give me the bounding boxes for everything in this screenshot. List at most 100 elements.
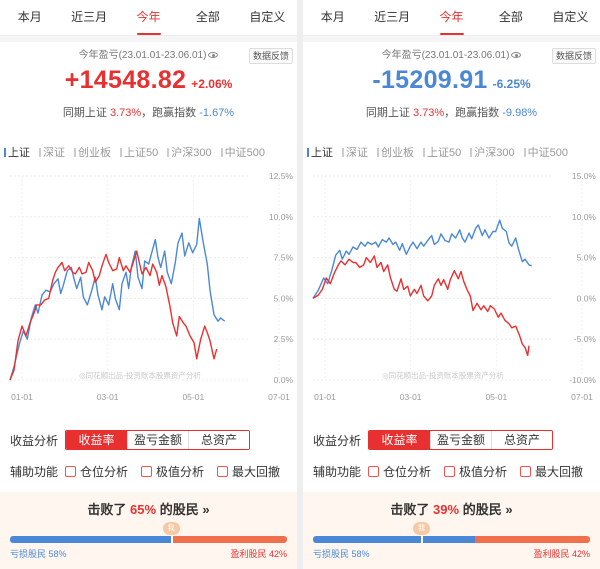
auxiliary-checkbox[interactable]: 最大回撤 [520, 463, 583, 480]
pnl-period-label: 今年盈亏(23.01.01-23.06.01) [303, 49, 600, 63]
return-chart: 0.0% 2.5% 5.0% 7.5% 10.0% 12.5% 01-01 03-01 05-0… [9, 171, 294, 402]
gain-percent: 42% [571, 549, 590, 559]
section-divider [303, 36, 600, 42]
period-tab[interactable]: 本月 [320, 10, 345, 24]
beat-percent: 65% [130, 502, 157, 517]
period-tab[interactable]: 近三月 [71, 10, 108, 24]
index-option[interactable]: 上证 [307, 144, 333, 160]
analysis-option-button[interactable]: 盈亏金额 [430, 431, 491, 449]
period-tab[interactable]: 全部 [195, 10, 220, 24]
gain-label: 盈利股民 [533, 549, 570, 559]
index-option[interactable]: 中证500 [523, 144, 568, 160]
checkbox-icon[interactable] [520, 465, 532, 477]
y-tick-label: 2.5% [274, 334, 294, 344]
eye-icon[interactable] [208, 52, 219, 59]
investor-distribution-bar [313, 536, 590, 543]
return-analysis: 收益分析 收益率 盈亏金额 总资产 [10, 430, 297, 450]
analysis-option-button[interactable]: 总资产 [188, 431, 249, 449]
period-tab[interactable]: 自定义 [249, 10, 286, 24]
beat-suffix: 的股民 [159, 502, 199, 517]
beat-investors-card[interactable]: 击败了 65% 的股民 » 我亏损股民 58% 盈利股民 42% [0, 492, 297, 569]
index-option[interactable]: 沪深300 [167, 144, 212, 160]
index-marker [4, 147, 6, 157]
auxiliary-checkbox[interactable]: 仓位分析 [65, 463, 128, 480]
feedback-button[interactable]: 数据反馈 [248, 48, 293, 64]
section-divider [0, 36, 297, 42]
index-option[interactable]: 上证50 [423, 144, 461, 160]
index-label: 上证 [8, 147, 30, 159]
checkbox-icon[interactable] [217, 465, 229, 477]
beat-prefix: 击败了 [390, 502, 430, 517]
beat-index-percent: -1.67% [199, 107, 235, 119]
index-label: 深证 [43, 147, 65, 159]
chevron-right-icon[interactable]: » [202, 502, 210, 517]
index-line [312, 219, 532, 299]
beat-index-label: 跑赢指数 [455, 107, 500, 119]
index-option[interactable]: 沪深300 [470, 144, 515, 160]
x-tick-label: 03-01 [400, 392, 422, 402]
checkbox-icon[interactable] [444, 465, 456, 477]
index-option[interactable]: 上证50 [120, 144, 158, 160]
gain-percent: 42% [268, 549, 287, 559]
y-tick-label: 10.0% [269, 212, 294, 222]
index-option[interactable]: 创业板 [74, 144, 111, 160]
pnl-percent: -6.25% [492, 77, 531, 91]
feedback-button[interactable]: 数据反馈 [551, 48, 596, 64]
period-tab[interactable]: 本月 [17, 10, 42, 24]
analysis-option-button[interactable]: 收益率 [66, 431, 127, 449]
profit-panel: 本月 近三月 今年 全部 自定义 今年盈亏(23.01.01-23.06.01) 数据反馈 -… [303, 0, 600, 569]
gain-segment [172, 536, 287, 543]
checkbox-label: 极值分析 [156, 464, 205, 479]
pnl-period-label: 今年盈亏(23.01.01-23.06.01) [0, 49, 297, 63]
auxiliary-checkbox[interactable]: 仓位分析 [368, 463, 431, 480]
auxiliary-functions: 辅助功能 仓位分析 极值分析 最大回撤 [313, 463, 600, 479]
index-option[interactable]: 深证 [342, 144, 368, 160]
period-tab[interactable]: 自定义 [552, 10, 589, 24]
auxiliary-checkbox[interactable]: 最大回撤 [217, 463, 280, 480]
y-tick-label: 7.5% [274, 253, 294, 263]
auxiliary-checkbox[interactable]: 极值分析 [444, 463, 507, 480]
period-tab[interactable]: 全部 [498, 10, 523, 24]
return-chart: -10.0% -5.0% 0.0% 5.0% 10.0% 15.0% 01-01 03-01 0… [312, 171, 597, 402]
index-label: 沪深300 [474, 147, 515, 159]
chevron-right-icon[interactable]: » [505, 502, 513, 517]
checkbox-icon[interactable] [368, 465, 379, 477]
index-percent: 3.73% [412, 107, 445, 119]
eye-icon[interactable] [511, 52, 522, 59]
auxiliary-checkbox[interactable]: 极值分析 [141, 463, 204, 480]
analysis-option-button[interactable]: 盈亏金额 [127, 431, 188, 449]
index-label: 中证500 [527, 147, 568, 159]
index-marker [307, 147, 309, 157]
pnl-period-text: 今年盈亏(23.01.01-23.06.01) [78, 50, 207, 61]
x-tick-label: 05-01 [485, 392, 507, 402]
analysis-option-button[interactable]: 总资产 [491, 431, 552, 449]
profit-panel: 本月 近三月 今年 全部 自定义 今年盈亏(23.01.01-23.06.01) 数据反馈 +… [0, 0, 297, 569]
period-tab[interactable]: 近三月 [374, 10, 411, 24]
index-option[interactable]: 深证 [39, 144, 65, 160]
gain-legend: 盈利股民 42% [533, 547, 590, 560]
me-marker: 我 [162, 522, 180, 535]
y-tick-label: 5.0% [577, 253, 597, 263]
index-label: 创业板 [381, 147, 414, 159]
index-option[interactable]: 创业板 [377, 144, 414, 160]
period-tab[interactable]: 今年 [422, 0, 481, 35]
beat-investors-card[interactable]: 击败了 39% 的股民 » 我亏损股民 58% 盈利股民 42% [303, 492, 600, 569]
analysis-option-button[interactable]: 收益率 [369, 431, 430, 449]
index-line [9, 217, 226, 381]
pnl-summary: -15209.91 -6.25% [303, 64, 600, 96]
beat-investors-title: 击败了 39% 的股民 » [303, 501, 600, 519]
index-option[interactable]: 中证500 [220, 144, 265, 160]
index-option[interactable]: 上证 [4, 144, 30, 160]
analysis-label: 收益分析 [10, 433, 59, 448]
gain-legend: 盈利股民 42% [230, 547, 287, 560]
checkbox-icon[interactable] [65, 465, 76, 477]
checkbox-icon[interactable] [141, 465, 153, 477]
index-label: 中证500 [224, 147, 265, 159]
period-tab[interactable]: 今年 [119, 0, 178, 35]
index-marker [167, 147, 170, 157]
chart-watermark: ◎同花顺出品-投资账本股票资产分析 [79, 370, 201, 380]
checkbox-label: 极值分析 [459, 464, 508, 479]
y-tick-label: -5.0% [574, 334, 597, 344]
me-position-mark [170, 536, 173, 543]
y-tick-label: 5.0% [274, 293, 294, 303]
